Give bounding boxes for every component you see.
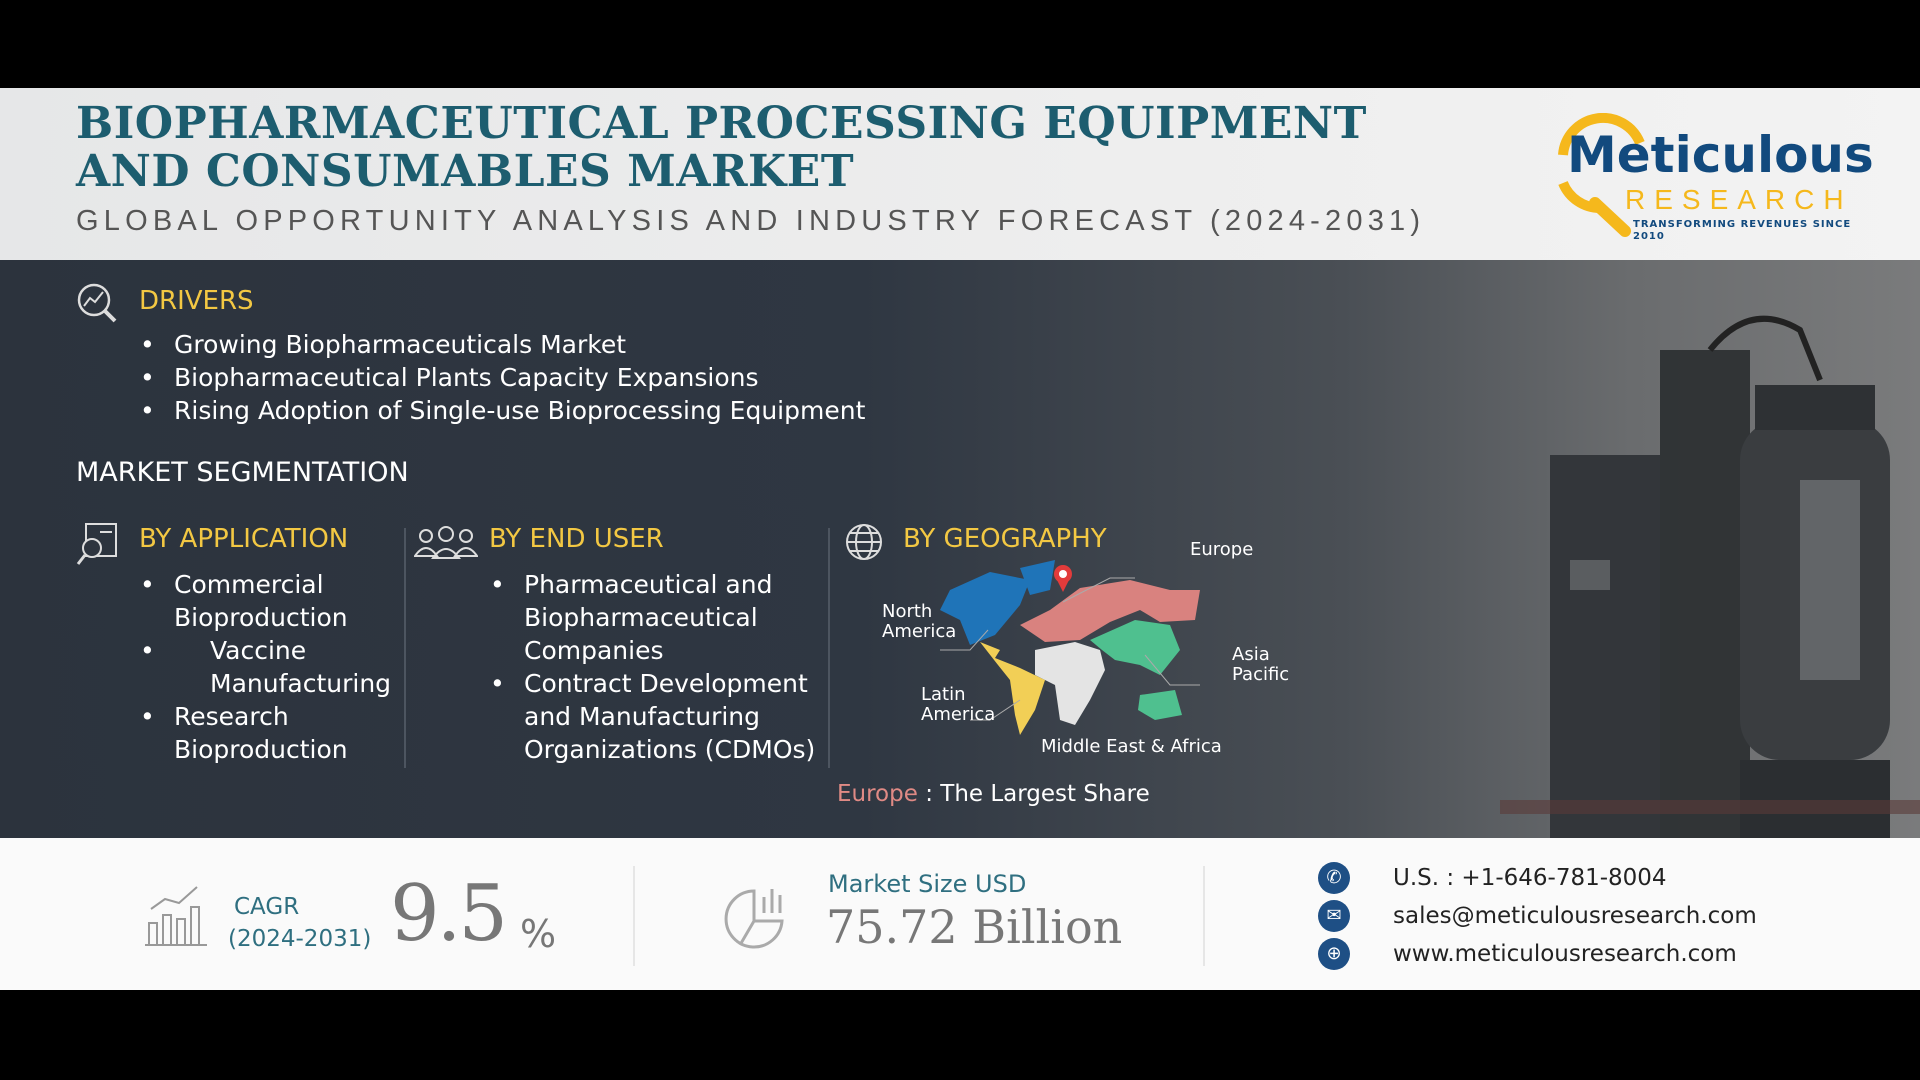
end-user-heading: BY END USER — [489, 524, 664, 554]
largest-share-text: Europe : The Largest Share — [837, 778, 1150, 811]
map-europe — [1020, 580, 1200, 642]
driver-item: Growing Biopharmaceuticals Market — [140, 328, 865, 361]
pie-chart-icon — [724, 889, 784, 949]
contact-website[interactable]: www.meticulousresearch.com — [1393, 941, 1737, 967]
end-user-item: Pharmaceutical and Biopharmaceutical Com… — [490, 568, 780, 667]
market-size-label: Market Size USD — [828, 870, 1027, 898]
geography-heading: BY GEOGRAPHY — [903, 524, 1107, 554]
driver-item: Biopharmaceutical Plants Capacity Expans… — [140, 361, 865, 394]
largest-share-label: : The Largest Share — [925, 781, 1150, 807]
logo: Meticulous RESEARCH TRANSFORMING REVENUE… — [1545, 112, 1875, 242]
map-north-america — [940, 560, 1055, 645]
growth-chart-icon — [145, 886, 207, 946]
website-globe-icon: ⊕ — [1318, 938, 1350, 970]
application-item: Research Bioproduction — [140, 700, 370, 766]
report-search-icon — [76, 523, 117, 565]
header-banner: BIOPHARMACEUTICAL PROCESSING EQUIPMENT A… — [0, 88, 1920, 260]
label-latin-america: Latin America — [921, 684, 996, 725]
logo-name: Meticulous — [1567, 126, 1874, 184]
phone-icon: ✆ — [1318, 862, 1350, 894]
magnifier-logo-icon — [1558, 112, 1645, 237]
cagr-period: (2024-2031) — [228, 926, 372, 952]
column-divider — [828, 528, 830, 768]
drivers-list: Growing Biopharmaceuticals Market Biopha… — [140, 328, 865, 427]
label-north-america: North America — [882, 601, 957, 642]
logo-tagline: TRANSFORMING REVENUES SINCE 2010 — [1633, 219, 1852, 242]
email-icon: ✉ — [1318, 900, 1350, 932]
application-item: Commercial Bioproduction — [140, 568, 370, 634]
bioreactor-equipment-image — [1500, 315, 1920, 838]
logo-sub: RESEARCH — [1625, 184, 1853, 215]
main-panel: DRIVERS Growing Biopharmaceuticals Marke… — [0, 260, 1920, 838]
end-user-item: Contract Development and Manufacturing O… — [490, 667, 830, 766]
application-heading: BY APPLICATION — [139, 524, 349, 554]
page-subtitle: GLOBAL OPPORTUNITY ANALYSIS AND INDUSTRY… — [76, 205, 1426, 237]
users-group-icon — [414, 526, 478, 559]
page-title-line1: BIOPHARMACEUTICAL PROCESSING EQUIPMENT — [76, 98, 1367, 149]
label-europe: Europe — [1190, 539, 1254, 560]
end-user-list: Pharmaceutical and Biopharmaceutical Com… — [490, 568, 830, 766]
map-latin-america — [980, 642, 1045, 735]
page-title-line2: AND CONSUMABLES MARKET — [76, 146, 855, 197]
label-middle-east-africa: Middle East & Africa — [1041, 736, 1222, 757]
market-size-value: 75.72 Billion — [826, 900, 1123, 954]
stats-divider — [1203, 866, 1205, 966]
column-divider — [404, 528, 406, 768]
largest-share-region: Europe — [837, 781, 918, 807]
contact-phone[interactable]: U.S. : +1-646-781-8004 — [1393, 865, 1667, 891]
driver-item: Rising Adoption of Single-use Bioprocess… — [140, 394, 865, 427]
application-subitem-text: Vaccine Manufacturing — [210, 636, 392, 698]
drivers-heading: DRIVERS — [139, 286, 254, 316]
cagr-label: CAGR — [234, 894, 300, 920]
application-subitem: Vaccine Manufacturing — [140, 634, 410, 700]
stats-footer: CAGR (2024-2031) 9.5 % Market Size USD 7… — [0, 838, 1920, 990]
cagr-unit: % — [520, 912, 557, 956]
map-asia-pacific — [1090, 620, 1182, 720]
label-asia-pacific: Asia Pacific — [1232, 644, 1290, 685]
stats-divider — [633, 866, 635, 966]
globe-icon — [846, 524, 882, 560]
segmentation-heading: MARKET SEGMENTATION — [76, 457, 409, 488]
map-middle-east-africa — [1035, 642, 1105, 725]
world-map — [940, 560, 1200, 735]
cagr-value: 9.5 — [390, 869, 508, 959]
contact-email[interactable]: sales@meticulousresearch.com — [1393, 903, 1757, 929]
magnifier-chart-icon — [77, 283, 117, 323]
application-list: Commercial Bioproduction Vaccine Manufac… — [140, 568, 410, 766]
